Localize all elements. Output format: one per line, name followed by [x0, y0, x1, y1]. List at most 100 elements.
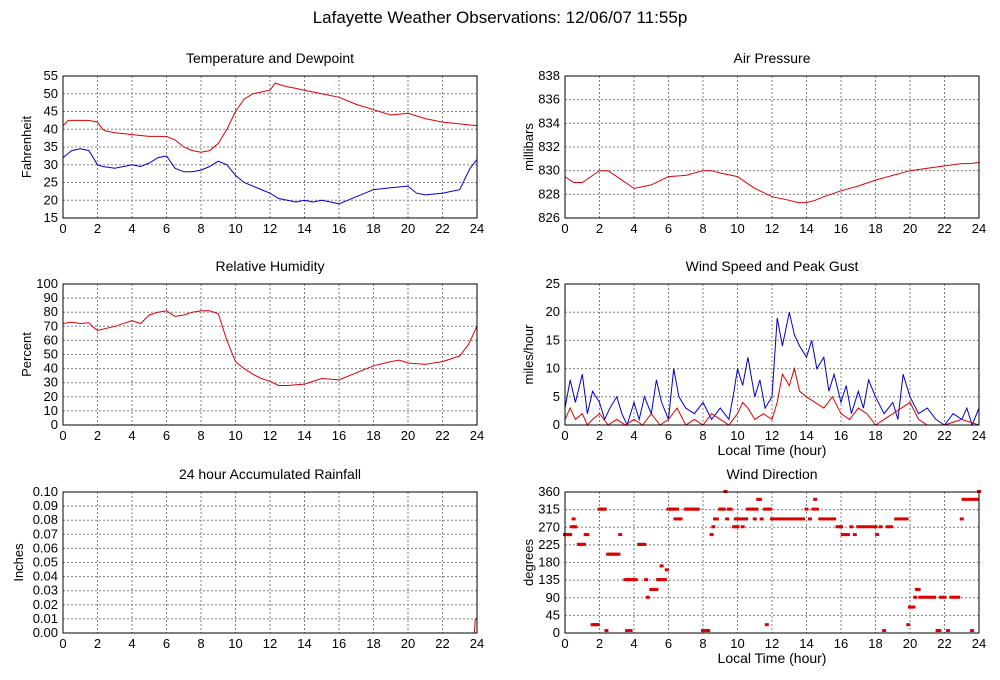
- temp-y-tick-label: 25: [44, 175, 58, 190]
- direction-point: [738, 517, 743, 521]
- temp-plot-frame: [62, 75, 478, 219]
- temp-series-1-line: [62, 148, 478, 205]
- humidity-y-tick-label: 20: [44, 389, 58, 404]
- wind-y-tick-label: 20: [546, 304, 560, 319]
- humidity-x-tick-label: 0: [59, 428, 66, 443]
- pressure-y-tick-label: 832: [538, 139, 560, 154]
- temp-x-tick-label: 8: [197, 221, 204, 236]
- direction-point: [628, 578, 633, 582]
- direction-point: [616, 552, 621, 556]
- direction-point: [709, 533, 714, 537]
- direction-point: [811, 507, 816, 511]
- direction-x-axis-label: Local Time (hour): [718, 650, 827, 666]
- direction-y-tick-label: 315: [538, 502, 560, 517]
- temp-x-tick-label: 10: [228, 221, 242, 236]
- pressure-x-tick-label: 10: [730, 221, 744, 236]
- pressure-x-tick-label: 12: [765, 221, 779, 236]
- wind-x-tick-label: 24: [972, 428, 986, 443]
- direction-point: [752, 517, 757, 521]
- pressure-x-tick-label: 8: [699, 221, 706, 236]
- temp-y-axis-label: Fahrenheit: [19, 116, 34, 179]
- direction-point: [568, 533, 573, 537]
- humidity-x-tick-label: 12: [263, 428, 277, 443]
- wind-y-tick-label: 25: [546, 276, 560, 291]
- temp-y-tick-label: 40: [44, 121, 58, 136]
- temp-x-tick-label: 22: [435, 221, 449, 236]
- direction-x-tick-label: 24: [972, 636, 986, 651]
- pressure-x-tick-label: 24: [972, 221, 986, 236]
- pressure-x-tick-label: 14: [799, 221, 813, 236]
- page-title: Lafayette Weather Observations: 12/06/07…: [312, 8, 688, 27]
- direction-x-tick-label: 16: [834, 636, 848, 651]
- rain-y-tick-label: 0.00: [33, 625, 58, 640]
- humidity-x-tick-label: 20: [401, 428, 415, 443]
- rain-y-tick-label: 0.10: [33, 484, 58, 499]
- humidity-x-tick-label: 4: [128, 428, 135, 443]
- pressure-plot-frame: [564, 75, 980, 219]
- humidity-title: Relative Humidity: [216, 258, 325, 274]
- temp-y-tick-label: 30: [44, 157, 58, 172]
- direction-point: [875, 533, 880, 537]
- direction-point: [889, 525, 894, 529]
- direction-point: [659, 564, 664, 568]
- direction-point: [971, 497, 976, 501]
- direction-point: [663, 578, 668, 582]
- direction-point: [913, 595, 918, 599]
- direction-x-tick-label: 18: [868, 636, 882, 651]
- direction-point: [801, 517, 806, 521]
- temp-y-tick-label: 55: [44, 68, 58, 83]
- direction-point: [794, 517, 799, 521]
- direction-point: [790, 517, 795, 521]
- pressure-y-tick-label: 826: [538, 210, 560, 225]
- humidity-y-tick-label: 90: [44, 290, 58, 305]
- temp-x-tick-label: 18: [366, 221, 380, 236]
- direction-point: [828, 517, 833, 521]
- direction-y-tick-label: 90: [546, 590, 560, 605]
- direction-point: [695, 507, 700, 511]
- pressure-y-tick-label: 828: [538, 186, 560, 201]
- direction-point: [901, 517, 906, 521]
- direction-point: [897, 517, 902, 521]
- direction-point: [642, 542, 647, 546]
- direction-point: [849, 525, 854, 529]
- wind-x-tick-label: 4: [630, 428, 637, 443]
- direction-point: [711, 525, 716, 529]
- rain-x-tick-label: 20: [401, 636, 415, 651]
- temp-title: Temperature and Dewpoint: [186, 50, 354, 66]
- direction-point: [618, 533, 623, 537]
- direction-point: [925, 595, 930, 599]
- direction-point: [870, 525, 875, 529]
- direction-point: [859, 525, 864, 529]
- pressure-x-tick-label: 0: [561, 221, 568, 236]
- wind-x-tick-label: 12: [765, 428, 779, 443]
- direction-point: [916, 587, 921, 591]
- direction-point: [832, 517, 837, 521]
- direction-y-axis-label: degrees: [521, 539, 536, 586]
- direction-point: [725, 517, 730, 521]
- humidity-y-tick-label: 100: [36, 276, 58, 291]
- direction-point: [657, 578, 662, 582]
- direction-plot-frame: [564, 491, 980, 634]
- wind-y-tick-label: 15: [546, 332, 560, 347]
- rain-x-tick-label: 16: [332, 636, 346, 651]
- direction-y-tick-label: 0: [553, 625, 560, 640]
- direction-point: [821, 517, 826, 521]
- pressure-title: Air Pressure: [733, 50, 810, 66]
- direction-point: [625, 629, 630, 633]
- temp-x-tick-label: 16: [332, 221, 346, 236]
- direction-point: [952, 595, 957, 599]
- direction-title: Wind Direction: [726, 466, 817, 482]
- direction-point: [807, 517, 812, 521]
- direction-point: [783, 517, 788, 521]
- rain-y-tick-label: 0.06: [33, 540, 58, 555]
- direction-point: [654, 587, 659, 591]
- direction-point: [921, 595, 926, 599]
- wind-y-tick-label: 0: [553, 417, 560, 432]
- direction-x-tick-label: 8: [699, 636, 706, 651]
- direction-point: [768, 507, 773, 511]
- rain-x-tick-label: 6: [163, 636, 170, 651]
- temp-y-tick-label: 15: [44, 210, 58, 225]
- pressure-y-tick-label: 836: [538, 92, 560, 107]
- direction-point: [754, 507, 759, 511]
- temp-x-tick-label: 14: [297, 221, 311, 236]
